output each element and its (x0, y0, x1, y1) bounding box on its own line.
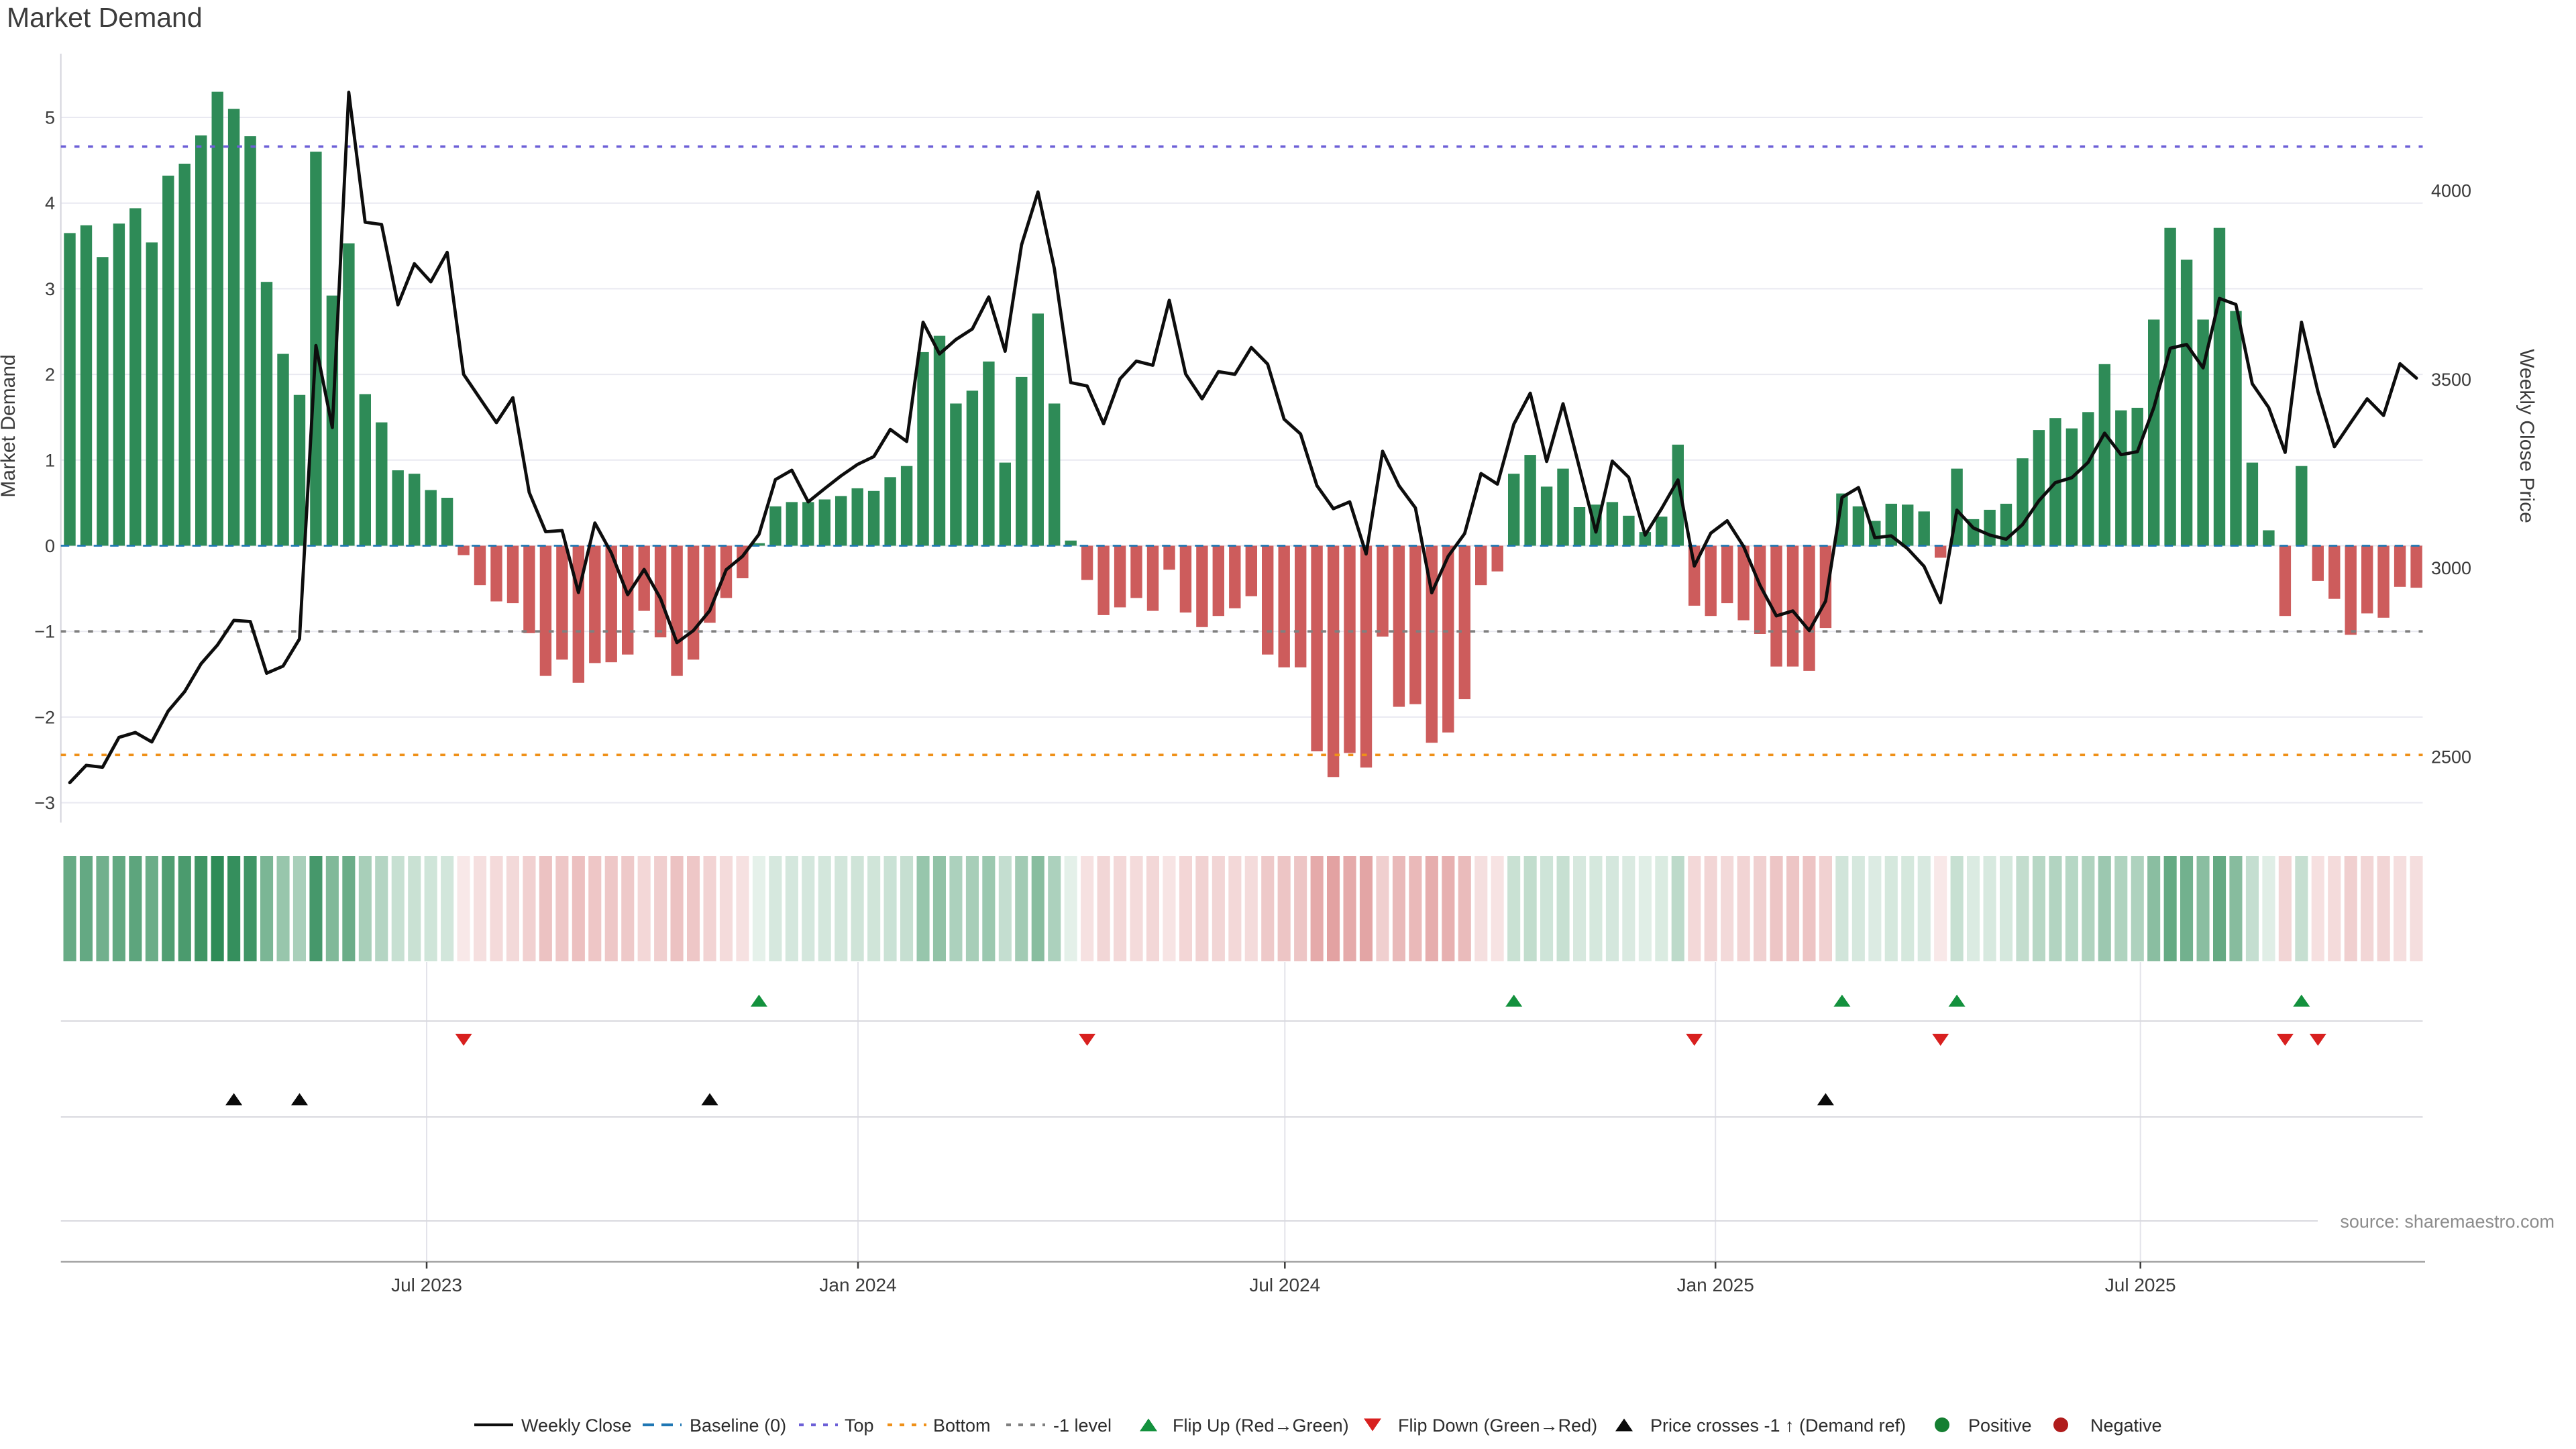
svg-text:3500: 3500 (2431, 370, 2471, 390)
svg-text:Market Demand: Market Demand (0, 354, 19, 497)
svg-text:−2: −2 (34, 707, 55, 727)
svg-text:Bottom: Bottom (933, 1415, 991, 1436)
svg-text:Jan 2025: Jan 2025 (1677, 1275, 1754, 1295)
svg-text:Positive: Positive (1968, 1415, 2032, 1436)
svg-text:Flip Up (Red→Green): Flip Up (Red→Green) (1173, 1415, 1349, 1436)
svg-text:Weekly Close Price: Weekly Close Price (2516, 349, 2538, 523)
svg-text:Market Demand: Market Demand (7, 2, 203, 33)
svg-text:Jul 2023: Jul 2023 (391, 1275, 462, 1295)
svg-text:Top: Top (845, 1415, 874, 1436)
svg-text:Flip Down (Green→Red): Flip Down (Green→Red) (1398, 1415, 1597, 1436)
svg-text:2500: 2500 (2431, 747, 2471, 767)
svg-text:Weekly Close: Weekly Close (521, 1415, 632, 1436)
svg-text:Jul 2024: Jul 2024 (1249, 1275, 1320, 1295)
svg-text:3000: 3000 (2431, 558, 2471, 578)
svg-text:Baseline (0): Baseline (0) (690, 1415, 786, 1436)
svg-text:4: 4 (45, 193, 55, 213)
svg-text:−1: −1 (34, 622, 55, 642)
svg-text:4000: 4000 (2431, 181, 2471, 201)
svg-text:1: 1 (45, 450, 55, 470)
svg-text:source: sharemaestro.com: source: sharemaestro.com (2340, 1212, 2555, 1232)
svg-text:3: 3 (45, 279, 55, 299)
svg-text:-1 level: -1 level (1053, 1415, 1112, 1436)
svg-text:Jan 2024: Jan 2024 (819, 1275, 896, 1295)
svg-text:0: 0 (45, 536, 55, 556)
svg-text:Jul 2025: Jul 2025 (2105, 1275, 2176, 1295)
svg-text:Negative: Negative (2090, 1415, 2162, 1436)
svg-text:−3: −3 (34, 793, 55, 813)
svg-text:5: 5 (45, 108, 55, 128)
svg-text:Price crosses -1 ↑ (Demand ref: Price crosses -1 ↑ (Demand ref) (1650, 1415, 1906, 1436)
svg-text:2: 2 (45, 365, 55, 385)
